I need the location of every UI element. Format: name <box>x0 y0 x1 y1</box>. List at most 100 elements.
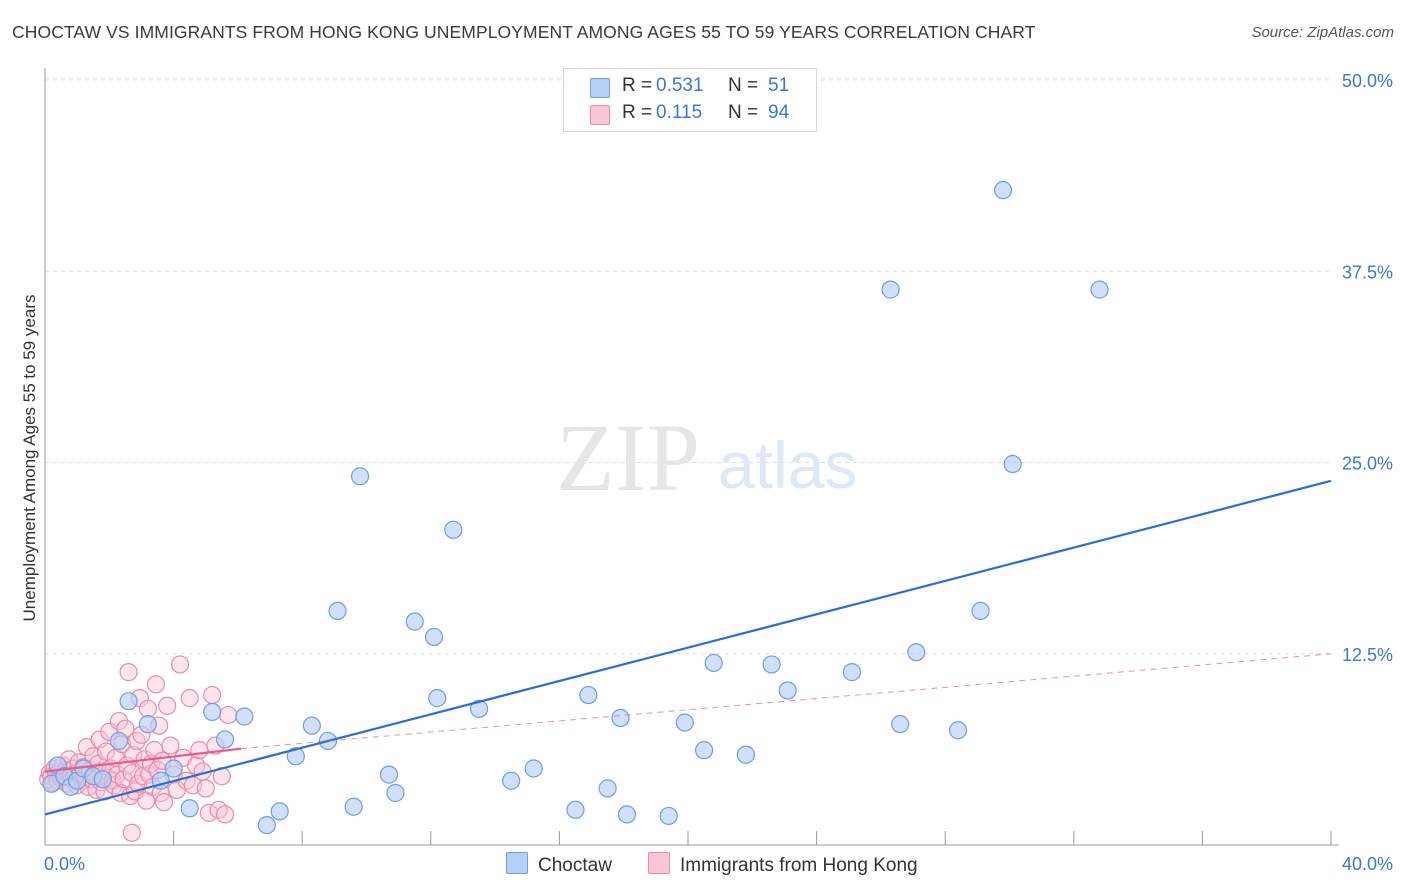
choctaw-trend-line <box>44 479 1332 816</box>
hong-kong-point <box>170 655 190 674</box>
n-label: N = <box>728 102 759 123</box>
axis-layer <box>44 68 1339 846</box>
choctaw-point <box>428 689 447 708</box>
y-tick-label: 12.5% <box>1342 645 1393 665</box>
choctaw-point <box>235 707 254 726</box>
choctaw-point <box>675 713 694 732</box>
grid-layer <box>45 77 1331 655</box>
hong-kong-point <box>154 793 174 812</box>
hong-kong-r-value: 0.115 <box>656 102 703 123</box>
choctaw-point <box>138 715 157 734</box>
choctaw-point <box>566 800 585 819</box>
correlation-legend: R = 0.531 N = 51 R = 0.115 N = 94 <box>563 68 817 132</box>
choctaw-swatch <box>506 852 528 874</box>
choctaw-point <box>659 806 678 826</box>
hong-kong-trend-extension <box>241 653 1332 750</box>
n-label: N = <box>728 75 759 96</box>
choctaw-r-value: 0.531 <box>656 75 704 96</box>
choctaw-point <box>736 745 755 764</box>
watermark-atlas: atlas <box>718 428 857 502</box>
choctaw-point <box>704 653 723 673</box>
choctaw-point <box>579 685 598 705</box>
choctaw-point <box>424 627 444 647</box>
hong-kong-point <box>180 689 199 708</box>
choctaw-point <box>778 681 797 700</box>
hong-kong-point <box>138 699 157 718</box>
hong-kong-legend-label: Immigrants from Hong Kong <box>680 855 918 876</box>
choctaw-point <box>948 721 968 740</box>
choctaw-point <box>444 520 463 539</box>
hong-kong-point <box>219 705 238 725</box>
hong-kong-point <box>209 800 228 819</box>
choctaw-point <box>180 799 199 818</box>
hong-kong-swatch <box>648 852 670 874</box>
choctaw-point <box>379 765 399 784</box>
choctaw-point <box>109 731 129 751</box>
choctaw-point <box>993 181 1013 200</box>
choctaw-point <box>257 816 276 835</box>
x-tick-label: 0.0% <box>44 854 85 874</box>
choctaw-point <box>286 747 305 766</box>
choctaw-point <box>762 655 781 674</box>
hong-kong-point <box>190 741 209 760</box>
hong-kong-point <box>158 696 177 715</box>
bottom-legend-hong-kong: Immigrants from Hong Kong <box>648 852 918 877</box>
choctaw-point <box>119 692 138 711</box>
trend-layer <box>44 479 1332 816</box>
r-label: R = <box>622 75 653 96</box>
hong-kong-point <box>161 736 180 755</box>
hong-kong-point <box>122 763 141 783</box>
hong-kong-point <box>127 731 146 751</box>
choctaw-point <box>881 280 900 299</box>
choctaw-swatch <box>590 78 610 98</box>
hong-kong-swatch <box>590 105 610 125</box>
x-tick-label: 40.0% <box>1342 854 1393 874</box>
watermark-zip: ZIP <box>556 404 700 511</box>
choctaw-point <box>1090 280 1109 299</box>
choctaw-points <box>42 181 1109 835</box>
choctaw-point <box>524 759 543 778</box>
choctaw-point <box>344 797 363 816</box>
choctaw-n-value: 51 <box>768 75 790 96</box>
chart-title: CHOCTAW VS IMMIGRANTS FROM HONG KONG UNE… <box>12 22 1036 42</box>
choctaw-point <box>502 771 521 790</box>
hong-kong-point <box>122 823 141 842</box>
choctaw-point <box>328 601 347 621</box>
choctaw-point <box>203 702 222 721</box>
choctaw-point <box>611 708 630 728</box>
hong-kong-point <box>203 685 222 705</box>
choctaw-point <box>164 759 183 778</box>
choctaw-point <box>598 779 617 798</box>
choctaw-point <box>270 802 289 821</box>
choctaw-legend-label: Choctaw <box>538 855 612 876</box>
choctaw-point <box>405 612 424 631</box>
choctaw-point <box>907 643 926 662</box>
hong-kong-points <box>39 655 238 842</box>
hong-kong-point <box>119 663 138 682</box>
choctaw-point <box>302 716 321 735</box>
choctaw-point <box>350 467 370 486</box>
y-tick-label: 50.0% <box>1342 71 1393 91</box>
hong-kong-point <box>96 742 116 761</box>
hong-kong-n-value: 94 <box>768 102 790 123</box>
choctaw-point <box>215 730 235 749</box>
choctaw-point <box>842 663 862 682</box>
hong-kong-point <box>196 779 215 798</box>
hong-kong-point <box>215 805 235 824</box>
hong-kong-trend-line <box>44 747 242 773</box>
y-tick-label: 37.5% <box>1342 262 1393 282</box>
y-tick-label: 25.0% <box>1342 454 1393 474</box>
choctaw-point <box>971 601 990 621</box>
choctaw-point <box>617 805 637 824</box>
tick-label-layer: 12.5% 25.0% 37.5% 50.0% 0.0% 40.0% <box>44 71 1393 874</box>
hong-kong-point <box>124 745 143 764</box>
choctaw-point <box>694 741 714 760</box>
source-label: Source: ZipAtlas.com <box>1251 24 1394 41</box>
choctaw-point <box>93 770 112 789</box>
choctaw-point <box>469 699 489 718</box>
choctaw-point <box>1003 454 1022 474</box>
choctaw-point <box>891 715 910 734</box>
bottom-legend-choctaw: Choctaw <box>506 852 612 877</box>
hong-kong-point <box>146 675 166 694</box>
